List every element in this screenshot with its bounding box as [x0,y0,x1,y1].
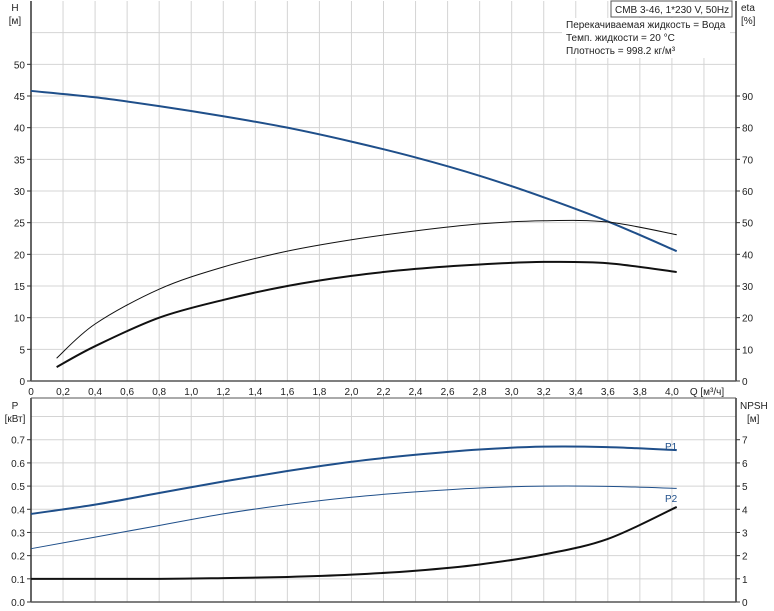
x-tick-label: 2,8 [473,387,487,398]
y-tick-label-left: 45 [14,92,26,103]
y-tick-label-right: 10 [742,345,754,356]
x-tick-label: 2,2 [377,387,391,398]
bottom-right-axis-label-1: NPSH [740,401,768,412]
y-tick-label-right: 4 [742,505,748,516]
y-tick-label-left: 5 [19,345,25,356]
curve-series-0-2 [56,260,677,368]
curve-P1 [30,445,677,515]
y-tick-label-left: 50 [14,60,26,71]
y-tick-label-left: 0.0 [11,598,25,609]
y-tick-label-right: 5 [742,482,748,493]
x-tick-label: 1,6 [280,387,294,398]
bottom-right-axis-label-2: [м] [747,414,760,425]
x-tick-label: 1,4 [248,387,262,398]
y-tick-label-left: 0.7 [11,436,25,447]
info-background [562,18,730,58]
y-tick-label-left: 30 [14,187,26,198]
y-tick-label-left: 25 [14,219,26,230]
y-tick-label-right: 80 [742,124,754,135]
top-left-axis-label-1: H [11,3,18,14]
y-tick-label-right: 20 [742,314,754,325]
x-tick-label: 0,8 [152,387,166,398]
y-tick-label-right: 0 [742,377,748,388]
legend-p2: P2 [665,494,678,505]
y-tick-label-left: 0.1 [11,575,25,586]
x-tick-label: 0,4 [88,387,102,398]
x-tick-label: 0,6 [120,387,134,398]
y-tick-label-right: 30 [742,282,754,293]
y-tick-label-left: 15 [14,282,26,293]
y-tick-label-right: 90 [742,92,754,103]
x-tick-label: 2,0 [345,387,359,398]
y-tick-label-left: 0.2 [11,552,25,563]
y-tick-label-left: 40 [14,124,26,135]
y-tick-label-right: 7 [742,436,748,447]
info-line-temp: Темп. жидкости = 20 °C [566,33,675,44]
y-tick-label-right: 3 [742,528,748,539]
y-tick-label-right: 6 [742,459,748,470]
y-tick-label-right: 50 [742,219,754,230]
curve-P2 [30,485,677,550]
y-tick-label-left: 10 [14,314,26,325]
x-tick-label: 0,2 [56,387,70,398]
y-tick-label-left: 0.4 [11,505,25,516]
x-axis-label: Q [м³/ч] [690,387,725,398]
y-tick-label-right: 2 [742,552,748,563]
bottom-left-axis-label-2: [кВт] [5,414,26,425]
y-tick-label-left: 0 [19,377,25,388]
x-tick-label: 3,0 [505,387,519,398]
y-tick-label-left: 0.6 [11,459,25,470]
top-left-axis-label-2: [м] [9,16,22,27]
info-line-density: Плотность = 998.2 кг/м³ [566,46,676,57]
top-right-axis-label-1: eta [741,3,755,14]
x-tick-label: 2,6 [441,387,455,398]
x-tick-label: 3,6 [601,387,615,398]
x-tick-label: 2,4 [409,387,423,398]
y-tick-label-right: 60 [742,187,754,198]
y-tick-label-left: 20 [14,250,26,261]
x-tick-label: 4,0 [665,387,679,398]
curve-series-0-0 [30,89,678,253]
model-box [610,0,733,18]
y-tick-label-right: 1 [742,575,748,586]
y-tick-label-left: 35 [14,155,26,166]
x-tick-label: 1,0 [184,387,198,398]
y-tick-label-right: 0 [742,598,748,609]
x-tick-label: 3,2 [537,387,551,398]
legend-p1: P1 [665,442,678,453]
chart-title: CMB 3-46, 1*230 V, 50Hz [615,5,729,16]
y-tick-label-left: 0.3 [11,528,25,539]
curve-series-0-1 [56,219,677,359]
bottom-left-axis-label-1: P [12,401,19,412]
x-tick-label: 3,4 [569,387,583,398]
y-tick-label-right: 70 [742,155,754,166]
curve-series-1-2 [30,506,678,580]
info-line-liquid: Перекачиваемая жидкость = Вода [566,20,726,31]
y-tick-label-left: 0.5 [11,482,25,493]
y-tick-label-right: 40 [742,250,754,261]
x-tick-label: 1,8 [312,387,326,398]
x-tick-label: 1,2 [216,387,230,398]
top-right-axis-label-2: [%] [741,16,756,27]
x-tick-label: 3,8 [633,387,647,398]
x-tick-label: 0 [28,387,34,398]
